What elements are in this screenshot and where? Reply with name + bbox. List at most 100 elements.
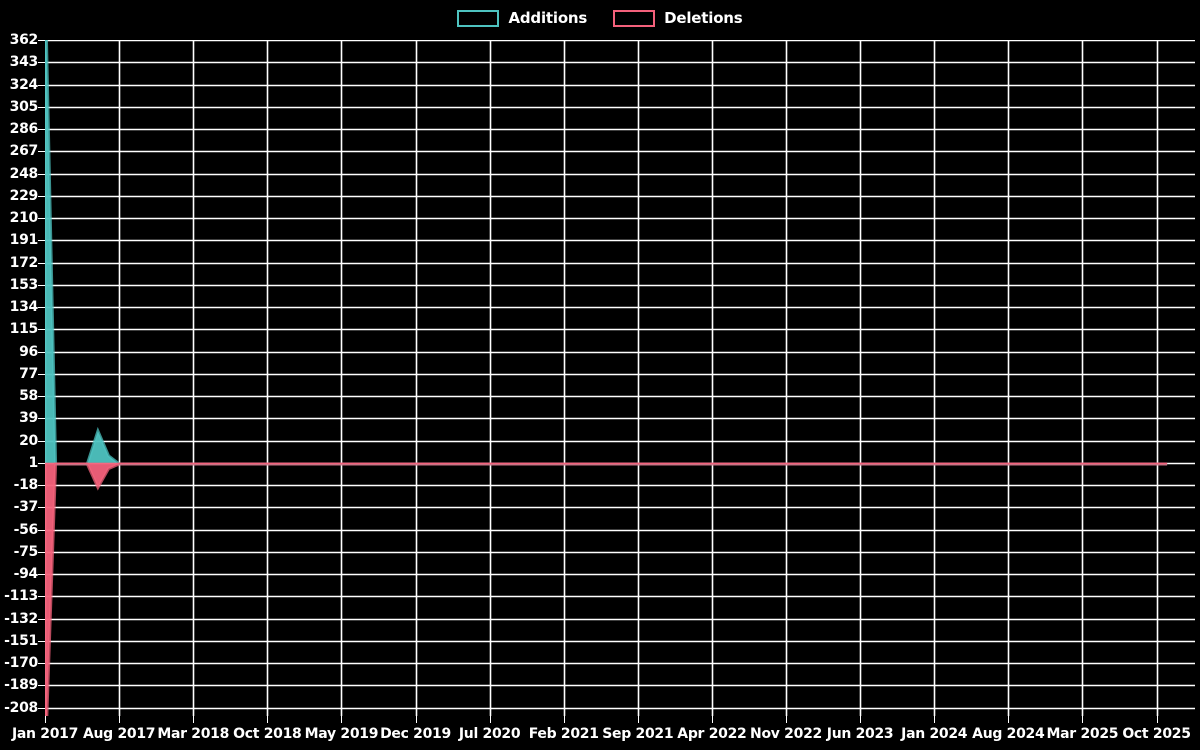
series-line-deletions [45,462,1168,716]
y-tick-label: 210 [9,210,39,226]
x-tick-label: May 2019 [304,726,379,742]
x-tick-mark [490,716,491,723]
y-axis-ticks [38,40,45,716]
legend-item-additions[interactable]: Additions [457,9,587,27]
y-tick-label: 362 [9,32,39,48]
y-tick-label: 58 [19,388,38,405]
x-tick-label: Sep 2021 [602,726,674,742]
x-tick-mark [193,716,194,723]
x-tick-mark [119,716,120,723]
legend-item-deletions[interactable]: Deletions [613,9,743,27]
y-tick-mark [38,685,45,686]
y-tick-mark [38,418,45,419]
legend-swatch-additions [457,9,500,27]
x-tick-label: Mar 2018 [157,726,230,742]
y-tick-mark [38,263,45,264]
x-tick-label: Oct 2018 [233,726,302,742]
y-tick-label: 267 [9,143,39,160]
x-tick-mark [934,716,935,723]
x-tick-mark [341,716,342,723]
y-tick-mark [38,374,45,375]
x-tick-label: Mar 2025 [1046,726,1119,742]
y-tick-label: 343 [9,54,39,71]
y-tick-label: 77 [19,365,38,382]
y-tick-mark [38,619,45,620]
y-tick-mark [38,396,45,397]
x-tick-mark [564,716,565,723]
grid-lines [45,40,1195,716]
series-layer [45,40,1168,716]
y-tick-label: -94 [13,566,39,583]
x-tick-mark [786,716,787,723]
y-tick-mark [38,107,45,108]
y-tick-label: -37 [13,499,39,516]
legend-label-additions: Additions [508,9,588,27]
x-tick-label: Feb 2021 [528,726,599,742]
series-line-additions [45,40,1168,466]
y-tick-label: -18 [13,477,39,494]
y-tick-mark [38,240,45,241]
y-tick-mark [38,40,45,41]
y-tick-mark [38,463,45,464]
plot-area [45,40,1195,716]
y-tick-label: 134 [9,299,39,316]
y-tick-mark [38,708,45,709]
y-tick-label: -208 [4,699,38,716]
legend-swatch-deletions [613,9,656,27]
x-axis-ticks [45,716,1195,723]
y-tick-mark [38,530,45,531]
y-tick-mark [38,596,45,597]
y-tick-mark [38,641,45,642]
y-tick-label: 96 [19,343,38,360]
y-tick-mark [38,352,45,353]
y-tick-label: 115 [9,321,39,338]
x-axis: Jan 2017 Aug 2017 Mar 2018 Oct 2018 May 2019… [0,726,1200,748]
y-tick-label: -151 [4,632,38,649]
y-tick-mark [38,485,45,486]
y-tick-label: 324 [9,76,39,93]
y-axis: 362 343 324 305 286 267 248 229 210 191 172 153 134 1… [0,32,39,716]
y-tick-mark [38,196,45,197]
x-tick-label: Dec 2019 [380,726,451,742]
x-tick-mark [1082,716,1083,723]
x-tick-label: Jan 2024 [901,726,968,742]
y-tick-label: 39 [19,410,38,427]
y-tick-label: 1 [28,454,39,471]
x-tick-mark [638,716,639,723]
plot-svg [45,40,1195,716]
x-tick-label: Jan 2017 [11,726,79,742]
x-tick-mark [1008,716,1009,723]
y-tick-label: 286 [9,121,39,137]
y-tick-mark [38,507,45,508]
y-tick-label: 305 [9,98,39,115]
y-tick-mark [38,441,45,442]
x-tick-label: Jul 2020 [458,726,521,742]
y-tick-label: 153 [9,276,39,293]
y-tick-label: 20 [19,432,38,449]
y-tick-mark [38,62,45,63]
x-tick-label: Oct 2025 [1122,726,1191,742]
y-tick-mark [38,663,45,664]
series-area-deletions [45,462,1168,716]
x-tick-mark [45,716,46,723]
y-tick-label: -132 [4,610,38,627]
x-tick-label: Nov 2022 [750,726,822,742]
y-tick-label: -170 [4,655,38,672]
x-tick-label: Apr 2022 [677,726,747,742]
y-tick-mark [38,285,45,286]
x-tick-mark [267,716,268,723]
legend-label-deletions: Deletions [664,9,743,27]
y-tick-label: -113 [4,588,38,605]
y-tick-label: 229 [9,187,39,204]
y-tick-label: -56 [13,521,39,538]
y-tick-label: 191 [9,232,39,249]
x-tick-mark [712,716,713,723]
chart-legend: Additions Deletions [0,0,1200,36]
x-tick-mark [1157,716,1158,723]
series-area-additions [45,40,1168,464]
x-tick-label: Aug 2024 [972,726,1045,742]
x-tick-label: Jun 2023 [826,726,894,742]
y-tick-mark [38,552,45,553]
x-tick-label: Aug 2017 [82,726,156,742]
y-tick-mark [38,174,45,175]
